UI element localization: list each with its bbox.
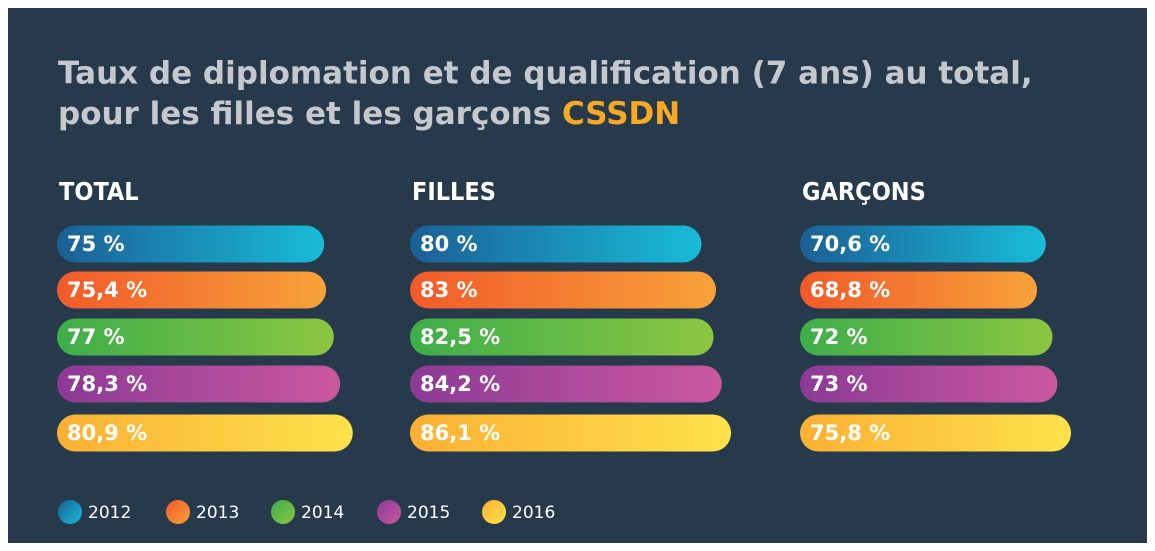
title-highlight: CSSDN <box>562 96 680 132</box>
value-label: 73 % <box>810 372 868 396</box>
bar <box>800 271 1038 309</box>
legend-label: 2013 <box>196 503 239 523</box>
value-label: 77 % <box>67 325 125 349</box>
panel-title: TOTAL <box>59 177 139 206</box>
panel-title: FILLES <box>412 177 496 206</box>
bar <box>57 271 327 309</box>
bar <box>57 225 325 263</box>
bar <box>410 365 722 403</box>
bar <box>57 365 341 403</box>
value-label: 70,6 % <box>810 232 890 256</box>
bar <box>410 414 732 452</box>
title-line: pour les filles et les garçons CSSDN <box>58 96 680 132</box>
value-label: 72 % <box>810 325 868 349</box>
legend-swatch <box>58 500 82 524</box>
legend-swatch <box>271 500 295 524</box>
legend-label: 2014 <box>301 503 344 523</box>
value-label: 68,8 % <box>810 278 890 302</box>
bar <box>57 318 334 356</box>
value-label: 78,3 % <box>67 372 147 396</box>
value-label: 75 % <box>67 232 125 256</box>
value-label: 80,9 % <box>67 421 147 445</box>
bar <box>57 414 353 452</box>
bar <box>800 318 1053 356</box>
bar <box>410 318 714 356</box>
value-label: 82,5 % <box>420 325 500 349</box>
legend-label: 2016 <box>512 503 555 523</box>
value-label: 86,1 % <box>420 421 500 445</box>
panel-title: GARÇONS <box>802 177 926 206</box>
legend-swatch <box>166 500 190 524</box>
bar <box>800 225 1046 263</box>
title-line2: pour les filles et les garçons <box>58 96 551 132</box>
value-label: 75,8 % <box>810 421 890 445</box>
value-label: 84,2 % <box>420 372 500 396</box>
legend-swatch <box>482 500 506 524</box>
legend-label: 2012 <box>88 503 131 523</box>
legend-label: 2015 <box>407 503 450 523</box>
bar <box>410 271 716 309</box>
bar <box>410 225 702 263</box>
value-label: 75,4 % <box>67 278 147 302</box>
bar <box>800 414 1072 452</box>
legend-swatch <box>377 500 401 524</box>
title: Taux de diplomation et de qualification … <box>58 56 1033 92</box>
bar <box>800 365 1058 403</box>
value-label: 83 % <box>420 278 478 302</box>
value-label: 80 % <box>420 232 478 256</box>
